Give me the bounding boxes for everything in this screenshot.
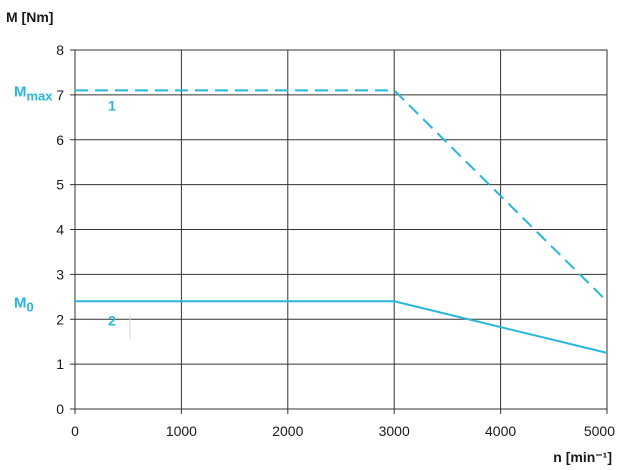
x-axis-label: n [min⁻¹] [553, 449, 612, 465]
y-tick-label: 6 [56, 132, 64, 148]
annotation-m-0: M0 [14, 294, 34, 314]
y-tick-label: 2 [56, 311, 64, 327]
series-lines: 12 [75, 89, 608, 354]
y-tick-label: 3 [56, 266, 64, 282]
series-label-2: 2 [108, 312, 116, 328]
x-tick-label: 0 [71, 423, 79, 439]
x-tick-label: 4000 [485, 423, 516, 439]
x-tick-label: 2000 [272, 423, 303, 439]
series-label-1: 1 [108, 97, 116, 113]
series-line-1 [75, 89, 608, 303]
annotations: Mmax M0 [14, 83, 53, 314]
grid [74, 49, 608, 410]
y-tick-label: 5 [56, 177, 64, 193]
y-axis-label: M [Nm] [6, 9, 53, 25]
annotation-m-max: Mmax [14, 83, 53, 103]
y-tick-label: 8 [56, 42, 64, 58]
y-tick-label: 0 [56, 401, 64, 417]
y-tick-label: 1 [56, 356, 64, 372]
y-tick-label: 7 [56, 87, 64, 103]
x-tick-label: 5000 [584, 423, 615, 439]
y-tick-label: 4 [56, 222, 64, 238]
x-tick-label: 1000 [166, 423, 197, 439]
x-tick-label: 3000 [379, 423, 410, 439]
series-line-2 [75, 300, 608, 354]
